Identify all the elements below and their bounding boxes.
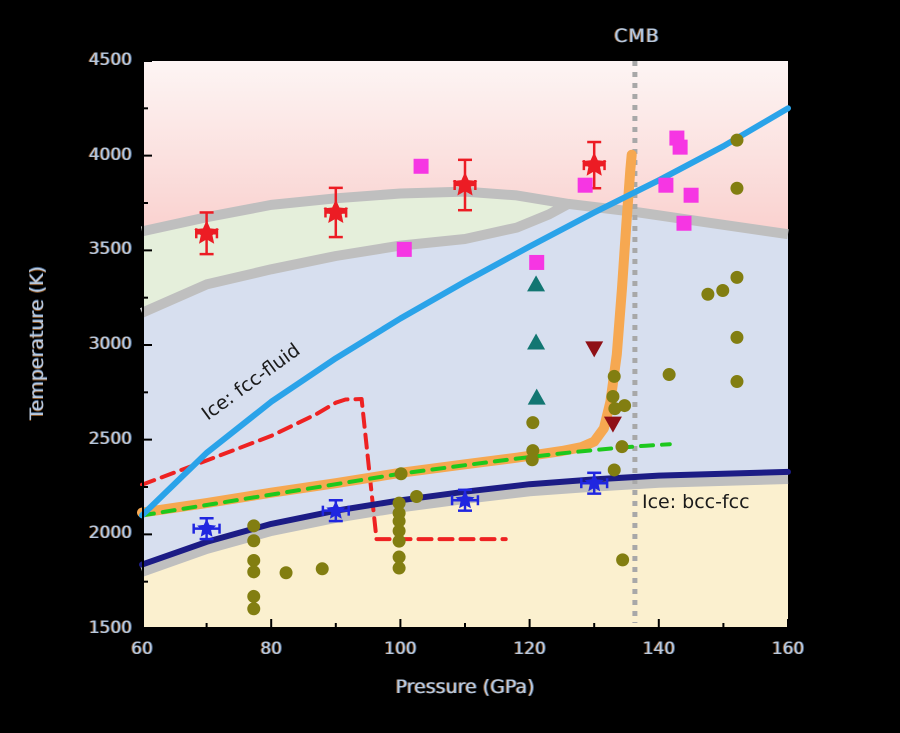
magenta-square-point (396, 241, 412, 257)
olive-circle-point (607, 369, 621, 383)
darkred-triangle-down-point (585, 341, 604, 358)
olive-circle-point (315, 562, 329, 576)
olive-circle-point (730, 181, 744, 195)
magenta-square-point (413, 158, 429, 174)
teal-triangle-up-point (527, 333, 546, 350)
magenta-square-point (676, 215, 692, 231)
y-tick-label: 2500 (88, 428, 132, 449)
olive-circle-point (615, 440, 629, 454)
olive-circle-point (392, 534, 406, 548)
cmb-label: CMB (614, 25, 660, 47)
olive-circle-point (730, 270, 744, 284)
olive-circle-point (247, 553, 261, 567)
y-tick-label: 3500 (88, 239, 132, 260)
x-tick-label: 160 (771, 639, 805, 659)
teal-triangle-up-point (527, 388, 546, 405)
olive-circle-point (392, 524, 406, 538)
olive-circle-point (607, 463, 621, 477)
region-bcc (142, 478, 788, 629)
magenta-square-point (658, 177, 674, 193)
magenta-square-point (672, 139, 688, 155)
x-axis-title: Pressure (GPa) (395, 676, 535, 698)
red-star-point (452, 172, 478, 196)
olive-circle-point (606, 389, 620, 403)
y-tick-label: 2000 (88, 523, 132, 544)
olive-circle-point (716, 283, 730, 297)
magenta-square-point (577, 177, 593, 193)
y-tick-label: 4500 (88, 50, 132, 70)
y-tick-label: 3000 (88, 334, 132, 354)
red-dashed-line (140, 397, 508, 542)
olive-circle-point (247, 534, 261, 548)
y-tick-label: 4000 (88, 144, 132, 165)
olive-circle-point (247, 565, 261, 579)
x-tick-label: 80 (260, 639, 283, 659)
blue-star-point (584, 473, 604, 492)
olive-circle-point (410, 489, 424, 503)
olive-circle-point (526, 416, 540, 430)
x-tick-label: 100 (384, 639, 417, 659)
darkred-triangle-down-point (603, 416, 622, 433)
olive-circle-point (701, 287, 715, 301)
x-tick-label: 120 (513, 639, 546, 659)
olive-circle-point (279, 566, 293, 580)
red-star-point (323, 199, 349, 223)
y-axis-title: Temperature (K) (26, 266, 48, 420)
olive-circle-point (392, 561, 406, 575)
region-label-bcc-fcc: Ice: bcc-fcc (642, 491, 750, 513)
red-star-point (194, 220, 219, 244)
teal-triangle-up-point (527, 275, 546, 292)
blue-star-point (455, 490, 475, 509)
olive-circle-point (392, 550, 406, 564)
blue-star-point (197, 518, 217, 537)
olive-circle-point (247, 519, 261, 533)
olive-circle-point (616, 553, 630, 567)
blue-star-point (326, 500, 346, 519)
olive-circle-point (662, 368, 676, 382)
olive-circle-point (730, 375, 744, 389)
olive-circle-point (618, 399, 632, 413)
olive-circle-point (392, 496, 406, 510)
plot-area (134, 60, 791, 637)
red-star-point (581, 152, 607, 176)
blue-isentrope-line (139, 105, 791, 519)
olive-circle-point (392, 514, 406, 528)
olive-circle-point (247, 589, 261, 603)
magenta-square-point (529, 254, 545, 270)
x-tick-label: 140 (642, 639, 676, 659)
olive-circle-point (247, 602, 261, 616)
magenta-square-point (683, 187, 699, 203)
olive-circle-point (525, 453, 539, 467)
x-tick-label: 60 (131, 639, 153, 659)
olive-circle-point (394, 467, 408, 481)
y-tick-label: 1500 (88, 618, 132, 638)
olive-circle-point (730, 133, 744, 147)
olive-circle-point (730, 330, 744, 344)
